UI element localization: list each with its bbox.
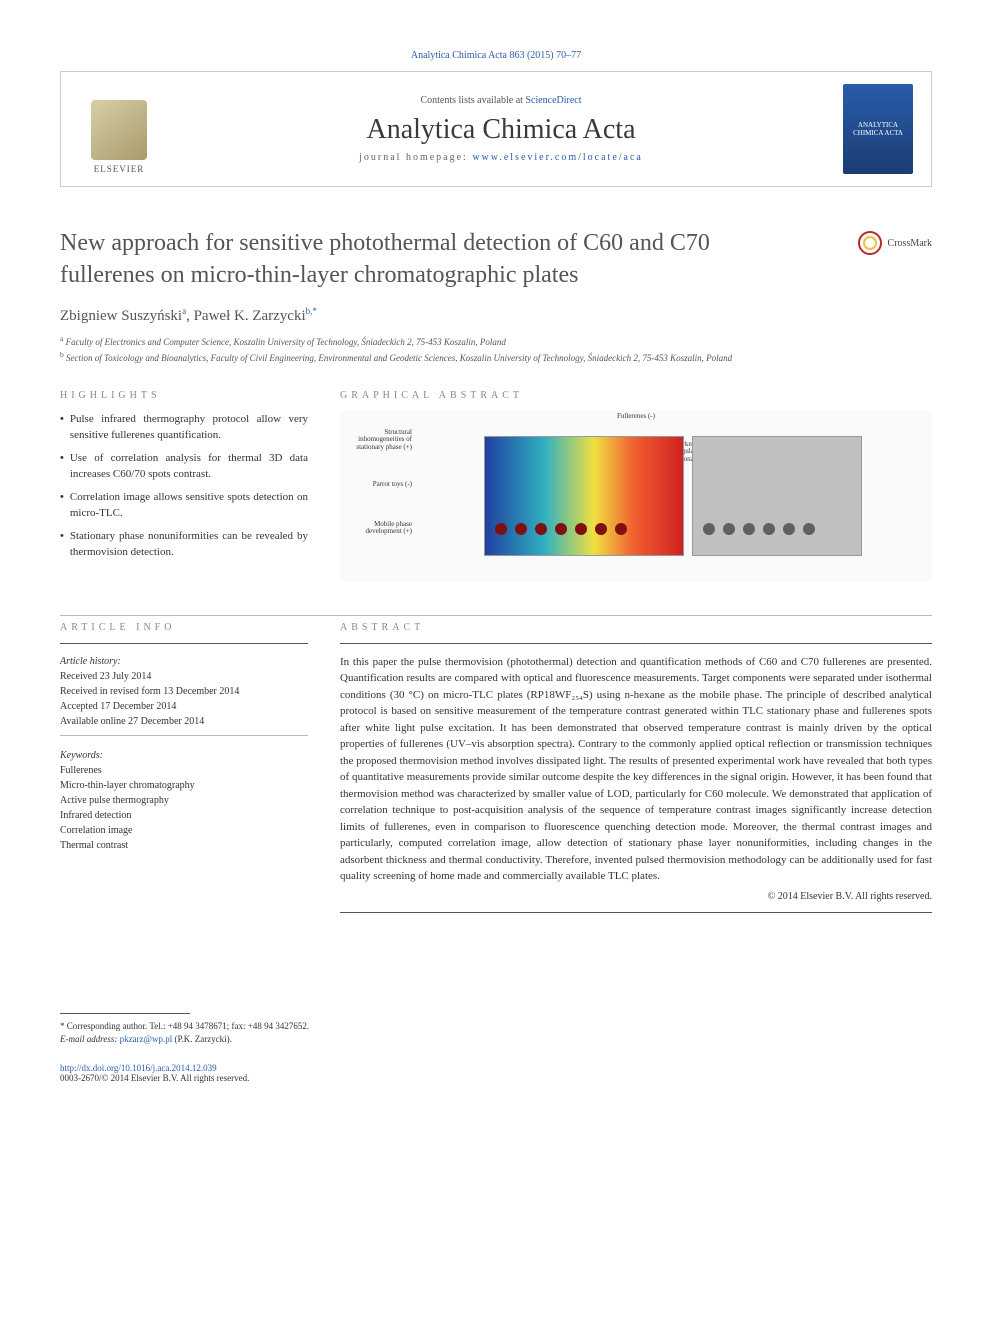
doi-link[interactable]: http://dx.doi.org/10.1016/j.aca.2014.12.… (60, 1063, 217, 1073)
journal-homepage-link[interactable]: www.elsevier.com/locate/aca (472, 152, 643, 163)
highlights-heading: HIGHLIGHTS (60, 390, 308, 401)
article-title: New approach for sensitive photothermal … (60, 227, 858, 292)
issn-copyright-line: 0003-2670/© 2014 Elsevier B.V. All right… (60, 1073, 932, 1083)
thermal-spots-row-gray (703, 523, 851, 535)
history-online: Available online 27 December 2014 (60, 714, 308, 729)
footnote-separator (60, 1013, 190, 1014)
author-2-affil-marker: b,* (306, 306, 317, 316)
article-info-heading: ARTICLE INFO (60, 622, 308, 633)
keyword: Correlation image (60, 823, 308, 838)
history-accepted: Accepted 17 December 2014 (60, 699, 308, 714)
journal-header-box: ELSEVIER Contents lists available at Sci… (60, 71, 932, 187)
highlights-list: Pulse infrared thermography protocol all… (60, 411, 308, 561)
corresponding-author-footnote: * Corresponding author. Tel.: +48 94 347… (60, 1020, 932, 1047)
contents-prefix: Contents lists available at (420, 95, 525, 106)
highlight-item: Pulse infrared thermography protocol all… (60, 411, 308, 444)
history-received: Received 23 July 2014 (60, 669, 308, 684)
ga-label-l3: Mobile phase development (+) (342, 521, 412, 536)
article-info-rule (60, 643, 308, 644)
journal-header-center: Contents lists available at ScienceDirec… (159, 95, 843, 163)
author-list: Zbigniew Suszyńskia, Paweł K. Zarzyckib,… (60, 306, 932, 325)
author-1: Zbigniew Suszyński (60, 308, 182, 324)
article-history-head: Article history: (60, 654, 308, 669)
crossmark-icon (858, 231, 882, 255)
journal-cover-thumbnail: ANALYTICA CHIMICA ACTA (843, 84, 913, 174)
ga-label-top: Fullerenes (-) (617, 413, 655, 421)
header-reference: Analytica Chimica Acta 863 (2015) 70–77 (60, 50, 932, 61)
corr-author-email-link[interactable]: pkzarz@wp.pl (120, 1034, 173, 1044)
thermal-spots-row (495, 523, 673, 535)
sciencedirect-link[interactable]: ScienceDirect (525, 95, 581, 106)
section-divider (60, 615, 932, 616)
crossmark-label: CrossMark (888, 238, 932, 249)
contents-available-line: Contents lists available at ScienceDirec… (159, 95, 843, 106)
keyword: Thermal contrast (60, 838, 308, 853)
affiliation-a: Faculty of Electronics and Computer Scie… (66, 337, 506, 347)
journal-homepage-line: journal homepage: www.elsevier.com/locat… (159, 152, 843, 163)
highlight-item: Use of correlation analysis for thermal … (60, 450, 308, 483)
doi-line: http://dx.doi.org/10.1016/j.aca.2014.12.… (60, 1063, 932, 1073)
homepage-prefix: journal homepage: (359, 152, 472, 163)
highlight-item: Correlation image allows sensitive spots… (60, 489, 308, 522)
keyword: Infrared detection (60, 808, 308, 823)
graphical-abstract-figure: Fullerenes (-) Structural inhomogeneitie… (340, 411, 932, 581)
keywords-head: Keywords: (60, 748, 308, 763)
publisher-name: ELSEVIER (94, 164, 145, 174)
ga-label-l2: Parrot toys (-) (342, 481, 412, 489)
abstract-body: In this paper the pulse thermovision (ph… (340, 654, 932, 885)
highlight-item: Stationary phase nonuniformities can be … (60, 528, 308, 561)
abstract-heading: ABSTRACT (340, 622, 932, 633)
history-revised: Received in revised form 13 December 201… (60, 684, 308, 699)
keywords-rule (60, 735, 308, 736)
corr-author-line: * Corresponding author. Tel.: +48 94 347… (60, 1020, 932, 1034)
ga-label-l1: Structural inhomogeneities of stationary… (342, 429, 412, 452)
email-suffix: (P.K. Zarzycki). (172, 1034, 232, 1044)
affiliations-block: a Faculty of Electronics and Computer Sc… (60, 333, 932, 366)
abstract-bottom-rule (340, 912, 932, 913)
journal-name: Analytica Chimica Acta (159, 114, 843, 146)
journal-cover-label: ANALYTICA CHIMICA ACTA (843, 121, 913, 138)
thermal-color-image (484, 436, 684, 556)
graphical-abstract-heading: GRAPHICAL ABSTRACT (340, 390, 932, 401)
publisher-logo: ELSEVIER (79, 84, 159, 174)
affiliation-b: Section of Toxicology and Bioanalytics, … (66, 353, 732, 363)
author-1-affil-marker: a (182, 306, 186, 316)
crossmark-badge[interactable]: CrossMark (858, 231, 932, 255)
elsevier-tree-icon (91, 100, 147, 160)
keyword: Fullerenes (60, 763, 308, 778)
email-label: E-mail address: (60, 1034, 120, 1044)
keyword: Micro-thin-layer chromatography (60, 778, 308, 793)
article-info-block: Article history: Received 23 July 2014 R… (60, 654, 308, 853)
thermal-gray-image (692, 436, 862, 556)
copyright-line: © 2014 Elsevier B.V. All rights reserved… (340, 891, 932, 902)
abstract-rule (340, 643, 932, 644)
keyword: Active pulse thermography (60, 793, 308, 808)
author-2: Paweł K. Zarzycki (194, 308, 306, 324)
